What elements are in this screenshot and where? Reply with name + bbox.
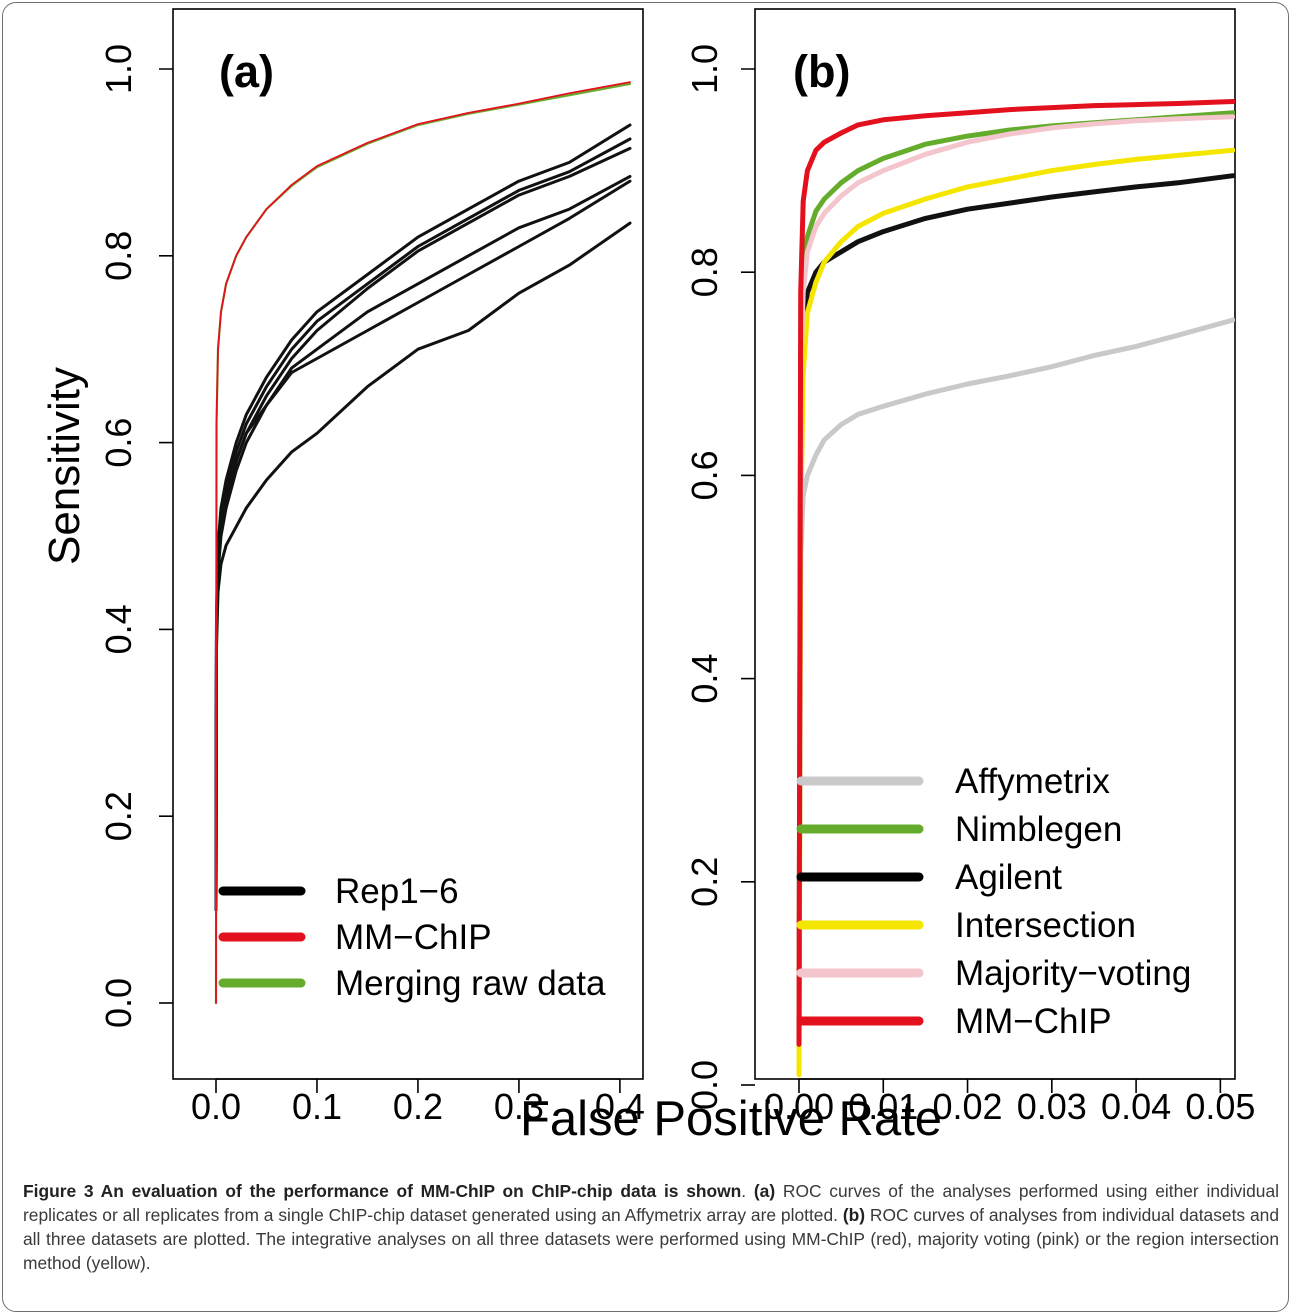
y-tick-label: 0.8 (98, 231, 139, 281)
series-group (796, 99, 1235, 1078)
x-tick-label: 0.05 (1185, 1086, 1255, 1127)
y-tick-label: 0.0 (98, 978, 139, 1028)
legend-label: MM−ChIP (335, 918, 492, 957)
legend-label: Affymetrix (955, 762, 1110, 801)
y-tick-label: 1.0 (98, 44, 139, 94)
series-line (796, 114, 1235, 1037)
series-line (215, 81, 631, 1004)
caption-text-b: ROC curves of analyses from individual d… (23, 1205, 1279, 1273)
x-tick-label: 0.00 (764, 1086, 834, 1127)
legend-label: Nimblegen (955, 810, 1122, 849)
legend-label: Intersection (955, 906, 1136, 945)
caption-text-a: ROC curves of the analyses performed usi… (23, 1181, 1279, 1225)
series-line (214, 82, 632, 1005)
series-line (796, 173, 1235, 1037)
legend-label: Rep1−6 (335, 872, 459, 911)
series-line (796, 99, 1235, 1047)
panel-label: (a) (219, 46, 274, 97)
x-tick-label: 0.02 (933, 1086, 1003, 1127)
legend-label: Agilent (955, 858, 1062, 897)
panel-b: 0.0 0.2 0.4 0.6 0.8 1.0 0.00 0.01 0.02 0.03 0.04 0.… (684, 8, 1255, 1127)
y-tick-label: 0.8 (684, 247, 725, 297)
y-tick-label: 0.2 (684, 857, 725, 907)
caption-label-a: (a) (753, 1181, 776, 1201)
series-group (214, 81, 632, 1005)
panel-label: (b) (793, 46, 850, 97)
series-line (214, 179, 632, 912)
x-tick-label: 0.1 (292, 1086, 342, 1127)
caption-lead: Figure 3 An evaluation of the performanc… (23, 1181, 742, 1201)
series-line (214, 174, 632, 912)
series-line (214, 221, 632, 912)
x-tick-label: 0.3 (494, 1086, 544, 1127)
y-tick-label: 0.6 (98, 418, 139, 468)
series-line (214, 137, 632, 912)
y-tick-label: 1.0 (684, 44, 725, 94)
y-tick-label: 0.4 (684, 654, 725, 704)
roc-figure: 0.0 0.2 0.4 0.6 0.8 1.0 0.0 0.1 0.2 0.3 0.4 (a) Rep1… (40, 8, 1255, 1146)
caption-lead-end: . (741, 1181, 754, 1201)
y-tick-label: 0.6 (684, 450, 725, 500)
y-tick-label: 0.4 (98, 604, 139, 654)
x-tick-label: 0.03 (1017, 1086, 1087, 1127)
legend-label: MM−ChIP (955, 1002, 1112, 1041)
series-line (796, 147, 1235, 1078)
legend-label: Majority−voting (955, 954, 1191, 993)
x-axis-label: False Positive Rate (520, 1092, 942, 1146)
series-line (796, 317, 1235, 1037)
y-tick-label: 0.2 (98, 791, 139, 841)
legend-label: Merging raw data (335, 964, 606, 1003)
x-tick-label: 0.2 (393, 1086, 443, 1127)
y-axis-label: Sensitivity (40, 367, 89, 565)
x-tick-label: 0.04 (1101, 1086, 1171, 1127)
x-tick-label: 0.01 (848, 1086, 918, 1127)
series-line (214, 146, 632, 912)
caption-label-b: (b) (842, 1205, 866, 1225)
x-tick-label: 0.4 (595, 1086, 645, 1127)
y-tick-label: 0.0 (684, 1060, 725, 1110)
panel-a: 0.0 0.2 0.4 0.6 0.8 1.0 0.0 0.1 0.2 0.3 0.4 (a) Rep1… (98, 8, 645, 1127)
figure-caption: Figure 3 An evaluation of the performanc… (23, 1179, 1279, 1275)
x-tick-label: 0.0 (191, 1086, 241, 1127)
